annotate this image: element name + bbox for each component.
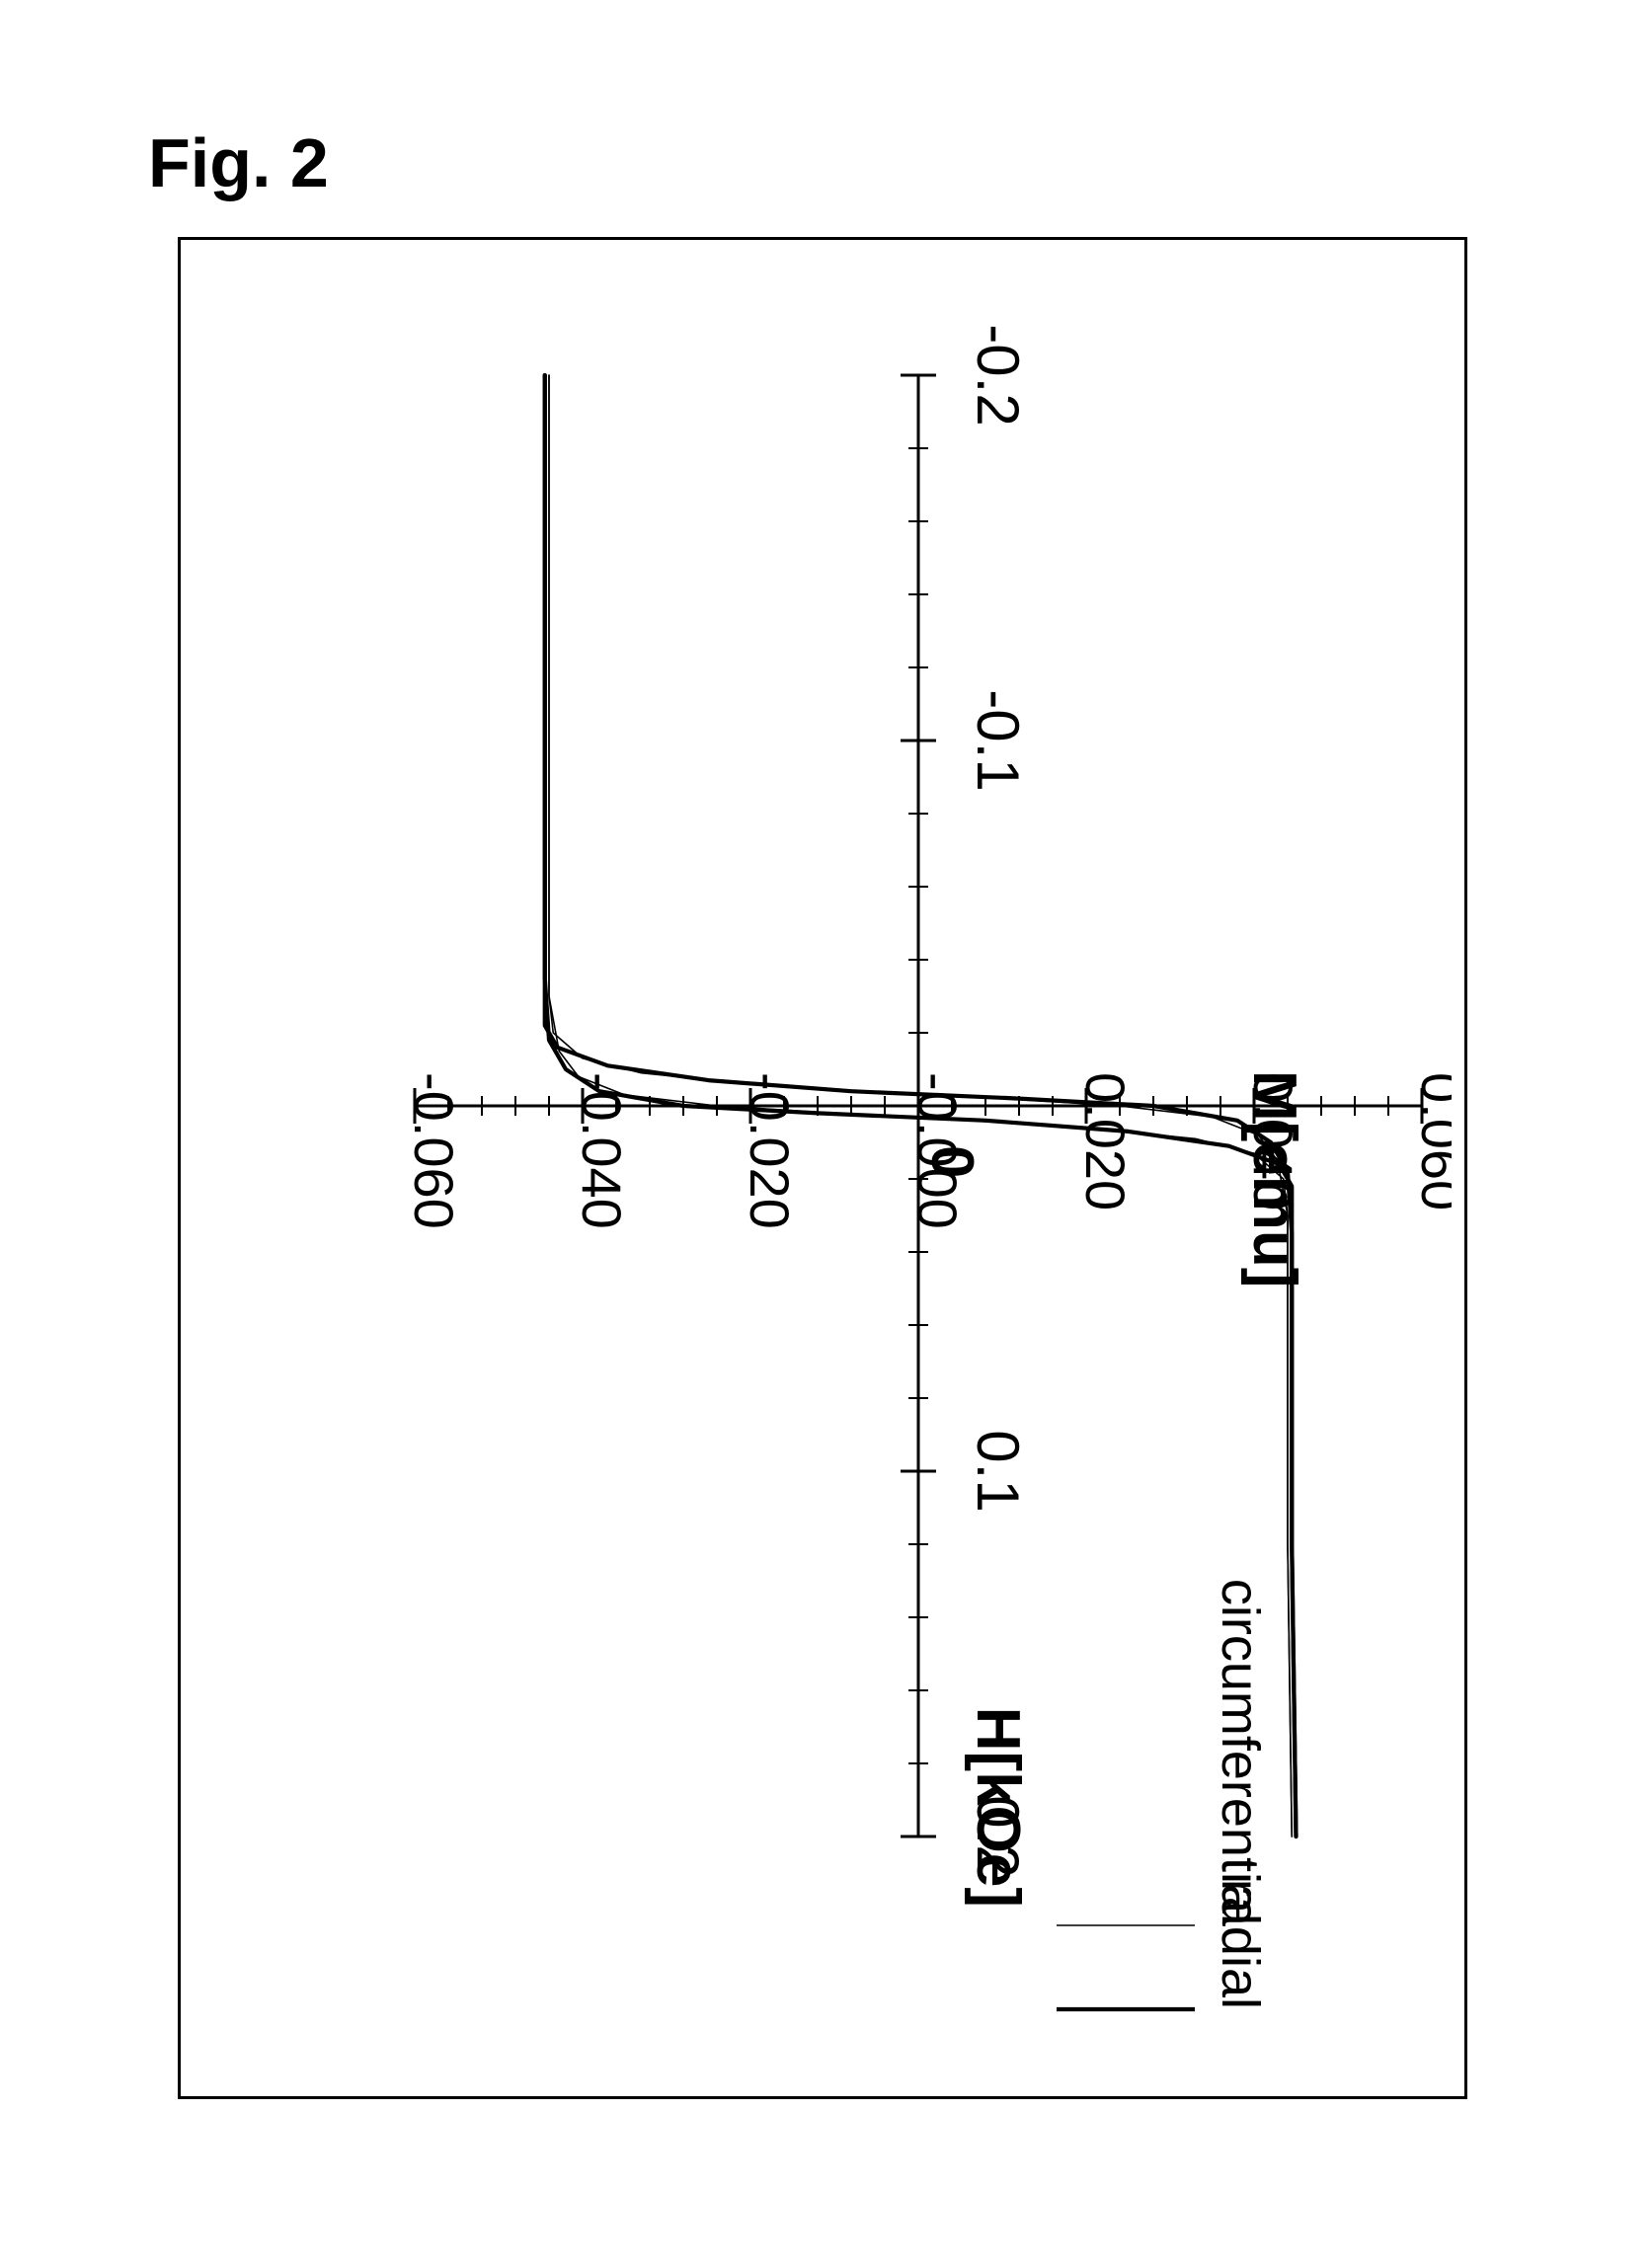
m-tick-label: -0.020 bbox=[739, 1072, 801, 1229]
legend-label: circumferential bbox=[1211, 1579, 1270, 1925]
legend-label: radial bbox=[1211, 1879, 1270, 2009]
page: Fig. 2 -0.2-0.100.10.2-0.060-0.040-0.020… bbox=[0, 0, 1652, 2267]
chart-svg-container: -0.2-0.100.10.2-0.060-0.040-0.020-0.0000… bbox=[188, 247, 1452, 2083]
m-tick-label: 0.060 bbox=[1410, 1072, 1452, 1211]
h-tick-label: -0.2 bbox=[965, 324, 1031, 426]
m-tick-label: 0.020 bbox=[1074, 1072, 1137, 1211]
h-axis-title: H[kOe] bbox=[964, 1707, 1032, 1908]
figure-title: Fig. 2 bbox=[148, 123, 329, 202]
h-tick-label: -0.1 bbox=[965, 689, 1031, 791]
chart-svg: -0.2-0.100.10.2-0.060-0.040-0.020-0.0000… bbox=[188, 247, 1452, 2083]
m-axis-title: M[emu] bbox=[1240, 1070, 1308, 1288]
m-tick-label: -0.060 bbox=[403, 1072, 465, 1229]
h-tick-label: 0.1 bbox=[965, 1430, 1031, 1512]
